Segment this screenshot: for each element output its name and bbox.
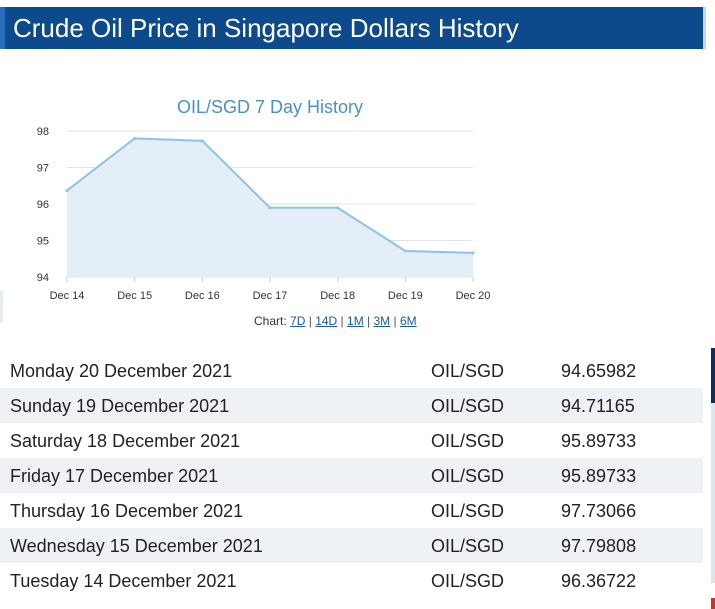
y-tick-label: 97 [37, 163, 49, 175]
row-rate: 94.71165 [561, 396, 635, 416]
table-row: Monday 20 December 2021 OIL/SGD 94.65982 [0, 353, 703, 388]
link-separator: | [393, 314, 397, 328]
header-accent [0, 7, 5, 49]
chart-svg: 94 95 96 97 98 Dec 14 Dec 15 Dec 16 Dec 17 Dec 18… [37, 97, 491, 302]
data-point [268, 206, 272, 210]
data-point [403, 249, 407, 253]
chart-link-14d[interactable]: 14D [315, 314, 338, 328]
header-edge [703, 7, 706, 49]
page-title: Crude Oil Price in Singapore Dollars His… [13, 13, 519, 43]
side-panel-edge [711, 403, 715, 583]
row-rate: 97.79808 [561, 536, 637, 556]
row-pair: OIL/SGD [431, 361, 505, 381]
data-point [336, 206, 340, 210]
row-date: Sunday 19 December 2021 [10, 396, 230, 416]
x-tick-label: Dec 20 [456, 290, 491, 302]
chart-link-6m[interactable]: 6M [399, 314, 417, 328]
page-header: Crude Oil Price in Singapore Dollars His… [0, 7, 703, 49]
table-row: Friday 17 December 2021 OIL/SGD 95.89733 [0, 458, 703, 493]
y-tick-label: 94 [37, 272, 49, 284]
row-rate: 95.89733 [561, 466, 637, 486]
table-row: Sunday 19 December 2021 OIL/SGD 94.71165 [0, 388, 703, 423]
chart-links-prefix: Chart: [254, 314, 287, 328]
row-date: Saturday 18 December 2021 [10, 431, 241, 451]
row-pair: OIL/SGD [431, 501, 505, 521]
y-tick-label: 95 [37, 236, 49, 248]
x-tick-label: Dec 16 [185, 290, 220, 302]
x-tick-label: Dec 18 [320, 290, 355, 302]
table-row: Wednesday 15 December 2021 OIL/SGD 97.79… [0, 528, 703, 563]
row-date: Monday 20 December 2021 [10, 361, 233, 381]
row-date: Wednesday 15 December 2021 [10, 536, 263, 556]
series-area [67, 138, 473, 277]
table-row: Thursday 16 December 2021 OIL/SGD 97.730… [0, 493, 703, 528]
row-date: Thursday 16 December 2021 [10, 501, 244, 521]
left-edge-mark [0, 291, 3, 323]
y-tick-label: 96 [37, 199, 49, 211]
row-pair: OIL/SGD [431, 431, 505, 451]
y-tick-label: 98 [37, 126, 49, 138]
row-pair: OIL/SGD [431, 396, 505, 416]
row-date: Friday 17 December 2021 [10, 466, 219, 486]
chart-link-1m[interactable]: 1M [347, 314, 364, 328]
row-pair: OIL/SGD [431, 571, 505, 591]
data-point [133, 136, 137, 140]
data-point [200, 139, 204, 143]
side-panel-edge [711, 348, 715, 403]
table-row: Saturday 18 December 2021 OIL/SGD 95.897… [0, 423, 703, 458]
row-rate: 97.73066 [561, 501, 637, 521]
row-pair: OIL/SGD [431, 536, 505, 556]
row-pair: OIL/SGD [431, 466, 505, 486]
table-row: Tuesday 14 December 2021 OIL/SGD 96.3672… [0, 563, 703, 598]
row-date: Tuesday 14 December 2021 [10, 571, 237, 591]
chart-link-7d[interactable]: 7D [290, 314, 306, 328]
row-rate: 95.89733 [561, 431, 637, 451]
side-panel-edge [711, 598, 715, 609]
x-tick-label: Dec 19 [388, 290, 423, 302]
x-tick-label: Dec 17 [253, 290, 288, 302]
row-rate: 94.65982 [561, 361, 637, 381]
chart-link-3m[interactable]: 3M [373, 314, 391, 328]
data-point [65, 189, 69, 193]
x-tick-label: Dec 15 [117, 290, 152, 302]
chart-title: OIL/SGD 7 Day History [177, 97, 363, 117]
x-tick-label: Dec 14 [50, 290, 85, 302]
data-point [471, 251, 475, 255]
chart-range-links: Chart: 7D | 14D | 1M | 3M | 6M [254, 314, 417, 328]
link-separator: | [367, 314, 371, 328]
price-chart: 94 95 96 97 98 Dec 14 Dec 15 Dec 16 Dec 17 Dec 18… [0, 88, 520, 336]
link-separator: | [340, 314, 344, 328]
row-rate: 96.36722 [561, 571, 637, 591]
link-separator: | [308, 314, 312, 328]
history-table: Monday 20 December 2021 OIL/SGD 94.65982… [0, 353, 703, 598]
